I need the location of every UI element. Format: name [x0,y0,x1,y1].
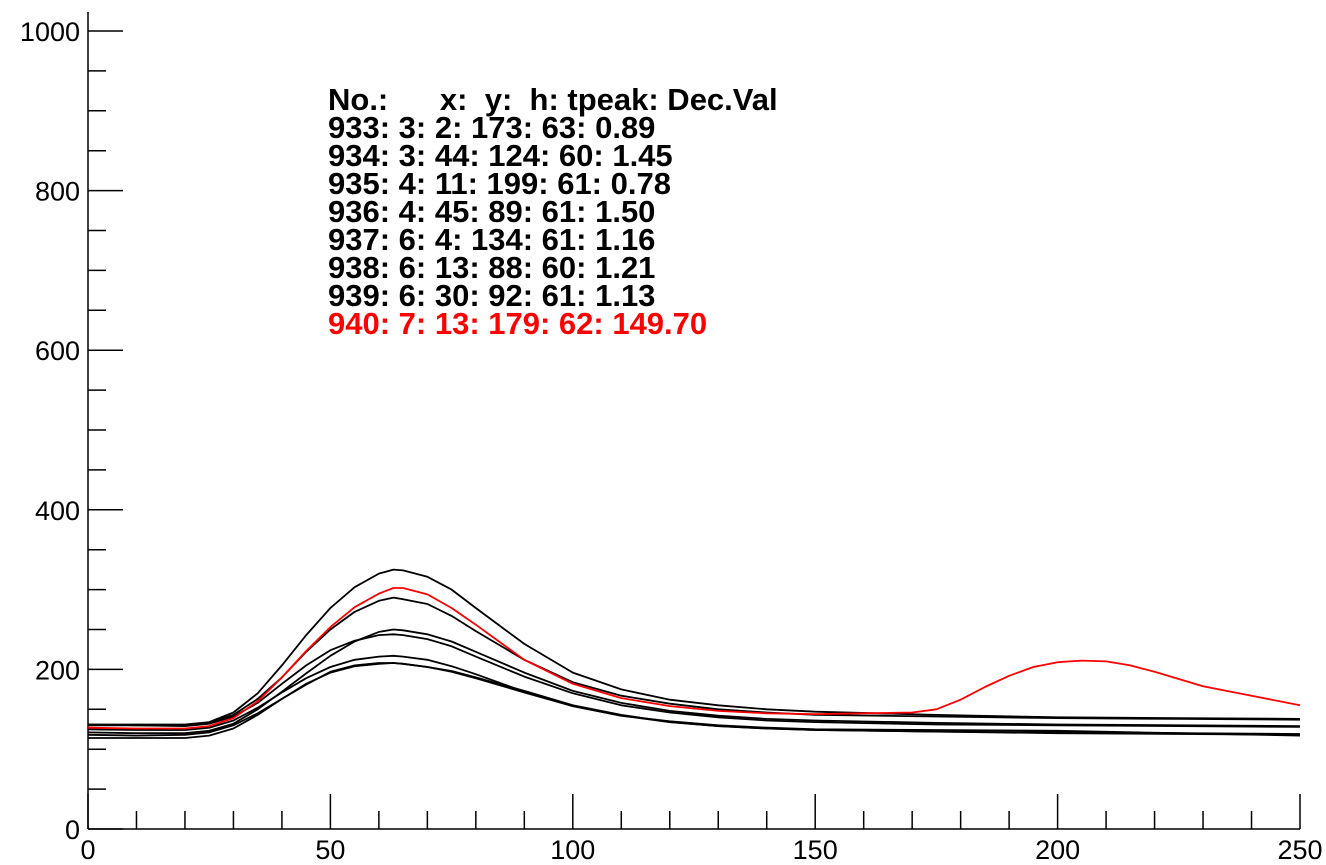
x-tick-label: 50 [315,835,345,865]
series-lines [87,568,1301,739]
y-tick-label: 1000 [20,17,80,47]
series-line [88,662,1301,739]
legend: No.: x: y: h: tpeak: Dec.Val 933: 3: 2: … [328,82,778,341]
legend-header: No.: x: y: h: tpeak: Dec.Val [328,82,778,117]
series-line [87,628,1301,735]
legend-entry: 935: 4: 11: 199: 61: 0.78 [328,166,671,201]
legend-entry: 937: 6: 4: 134: 61: 1.16 [328,222,655,257]
x-tick-label: 250 [1277,835,1322,865]
x-tick-label: 0 [80,835,95,865]
series-line [88,568,1301,726]
legend-entry: 933: 3: 2: 173: 63: 0.89 [328,110,655,145]
x-axis-tick-labels: 0 50 100 150 200 250 [80,835,1322,865]
legend-entry: 939: 6: 30: 92: 61: 1.13 [328,278,655,313]
y-tick-label: 0 [65,815,80,845]
y-tick-label: 800 [35,177,80,207]
y-axis-ticks [88,30,123,830]
legend-entry: 938: 6: 13: 88: 60: 1.21 [328,250,655,285]
x-tick-label: 200 [1035,835,1080,865]
y-tick-label: 200 [35,655,80,685]
legend-entry: 936: 4: 45: 89: 61: 1.50 [328,194,655,229]
y-tick-label: 600 [35,336,80,366]
series-line [87,587,1301,730]
y-axis-tick-labels: 0 200 400 600 800 1000 [20,17,80,845]
x-tick-label: 100 [550,835,595,865]
legend-entry: 940: 7: 13: 179: 62: 149.70 [328,306,707,341]
x-tick-label: 150 [793,835,838,865]
legend-entry: 934: 3: 44: 124: 60: 1.45 [328,138,673,173]
x-axis-ticks [87,794,1301,829]
y-tick-label: 400 [35,496,80,526]
plot-frame [87,12,1300,830]
